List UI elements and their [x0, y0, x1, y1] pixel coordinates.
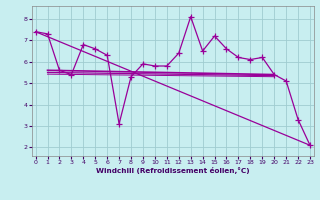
X-axis label: Windchill (Refroidissement éolien,°C): Windchill (Refroidissement éolien,°C) [96, 167, 250, 174]
